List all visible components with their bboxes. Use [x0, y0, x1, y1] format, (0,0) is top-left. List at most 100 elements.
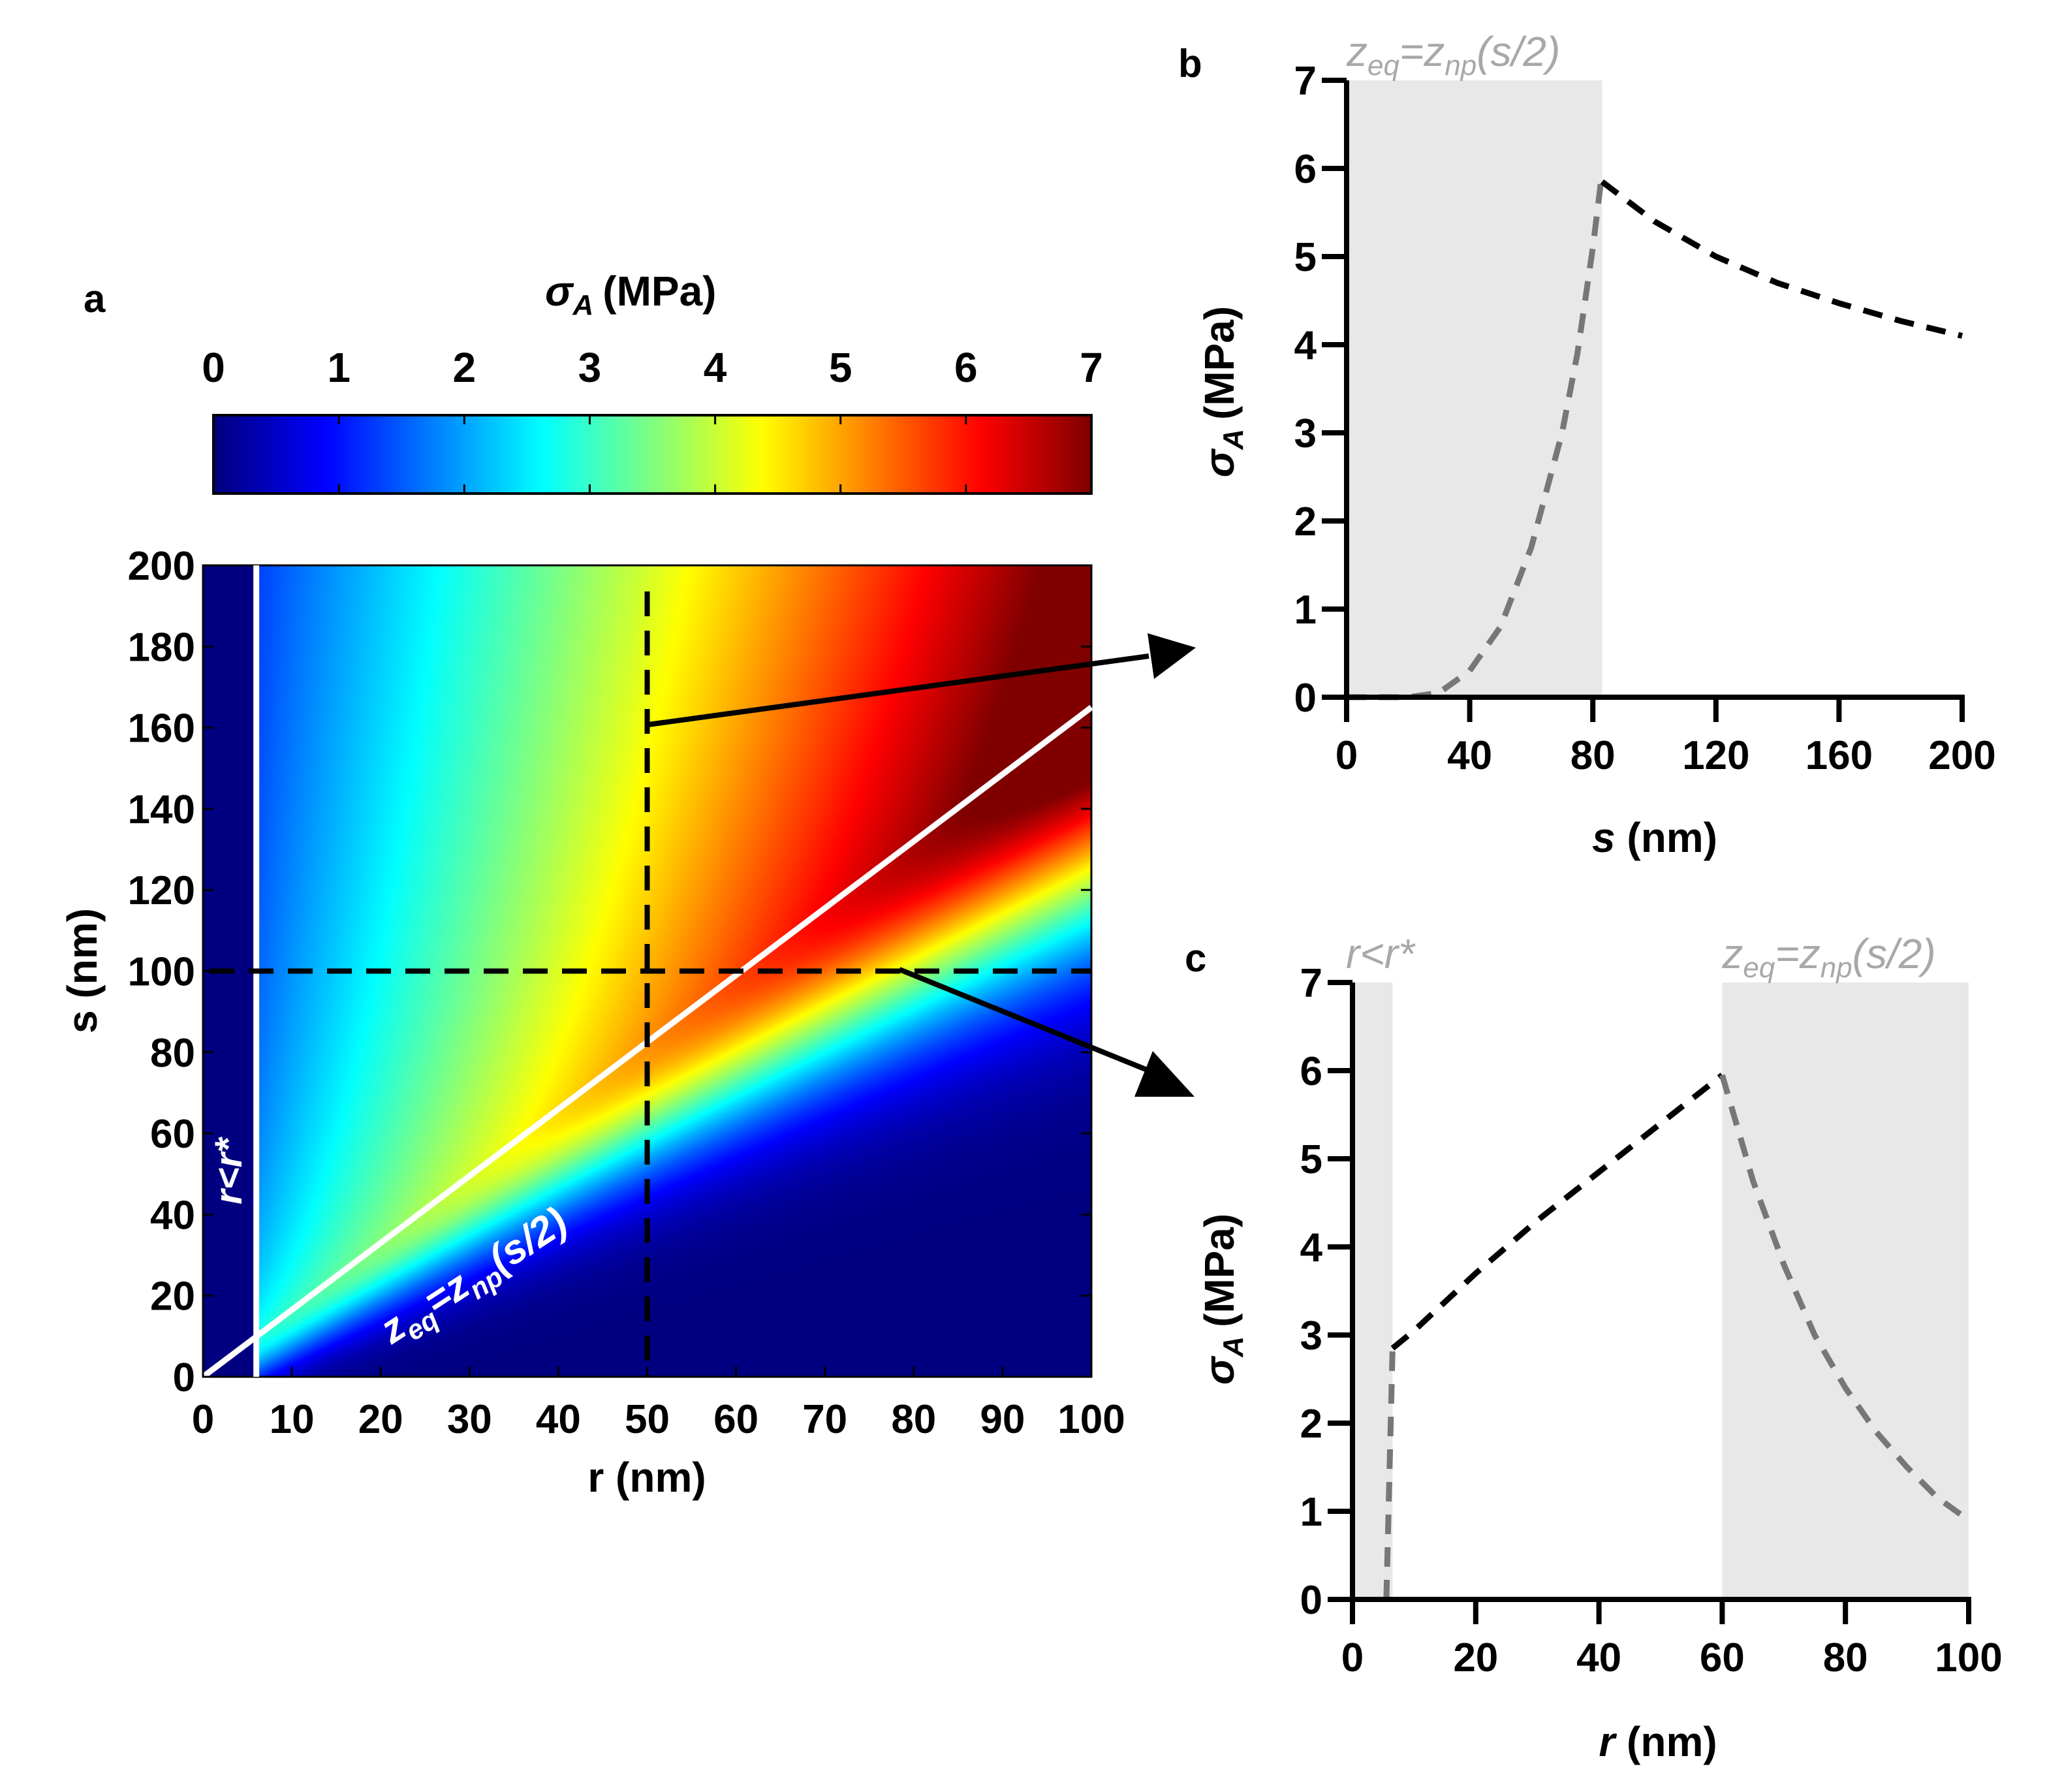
heatmap-plot: r<r* zeq=znp(s/2) 0 10 20 30 40 50 60 70 80 90 100… [59, 544, 1125, 1501]
panel-b-y-label-unit: (MPa) [1196, 306, 1243, 420]
panel-c-shaded-label-z: z [1721, 930, 1743, 977]
panel-b-shaded-label: zeq=znp(s/2) [1346, 28, 1560, 82]
panel-c-letter: c [1185, 936, 1206, 980]
heatmap-y-tick-label: 140 [128, 787, 195, 832]
panel-c-shaded-label-np: np [1820, 952, 1852, 984]
heatmap-x-label: r (nm) [587, 1454, 706, 1501]
panel-c-series-line [1719, 1074, 1971, 1523]
panel-c-x-tick-label: 100 [1935, 1635, 2002, 1680]
panel-b-shaded-label-z: z [1346, 28, 1367, 75]
panel-c-x-label-unit: (nm) [1615, 1718, 1717, 1765]
panel-b-y-tick-label: 3 [1294, 411, 1317, 456]
panel-c-y-label-sym: σ [1196, 1355, 1243, 1385]
panel-b-axes: 0 1 2 3 4 5 6 7 0 40 80 120 160 200 [1294, 59, 1996, 778]
panel-c-axes: 0 1 2 3 4 5 6 7 0 20 40 60 80 100 [1300, 961, 2003, 1680]
panel-a-letter: a [84, 277, 106, 321]
panel-c-x-tick-label: 0 [1341, 1635, 1364, 1680]
panel-c-y-label-sub: A [1217, 1336, 1249, 1358]
panel-c-x-tick-label: 40 [1576, 1635, 1621, 1680]
colorbar-title-sub: A [572, 289, 593, 321]
panel-b-shaded-label-eq: eq [1367, 50, 1399, 82]
panel-c-shaded-region-znp [1722, 982, 1969, 1599]
panel-c-series-line [1383, 1348, 1396, 1600]
panel-c: c r<r* zeq=znp(s/2) 0 1 2 3 4 5 6 7 0 20 40 60 80 100… [1185, 930, 2003, 1765]
panel-c-y-tick-label: 3 [1300, 1313, 1322, 1359]
heatmap-y-tick-label: 60 [150, 1112, 195, 1157]
panel-c-y-tick-label: 1 [1300, 1490, 1322, 1535]
heatmap-x-tick-label: 70 [802, 1397, 847, 1442]
panel-c-series-line [1390, 1073, 1725, 1351]
panel-b: b zeq=znp(s/2) 0 1 2 3 4 5 6 7 0 40 80 120 160 200 s … [1178, 28, 1996, 861]
heatmap-x-ticks: 0 10 20 30 40 50 60 70 80 90 100 [192, 1366, 1125, 1442]
panel-b-series-line [1600, 179, 1963, 339]
panel-b-y-tick-label: 5 [1294, 235, 1317, 280]
heatmap-x-tick-label: 30 [447, 1397, 492, 1442]
panel-c-y-tick-label: 5 [1300, 1137, 1322, 1182]
panel-b-x-tick-label: 120 [1682, 733, 1749, 778]
panel-b-x-tick-label: 40 [1447, 733, 1492, 778]
panel-c-y-label-unit: (MPa) [1196, 1214, 1243, 1327]
heatmap-y-tick-label: 100 [128, 950, 195, 995]
heatmap-x-tick-label: 20 [358, 1397, 403, 1442]
panel-b-y-label-sym: σ [1196, 448, 1243, 477]
panel-c-shaded-label-eq: eq [1743, 952, 1775, 984]
heatmap-y-tick-label: 120 [128, 868, 195, 913]
colorbar-title: σA (MPa) [545, 268, 716, 321]
heatmap-y-tick-label: 0 [173, 1355, 195, 1400]
heatmap-x-tick-label: 10 [270, 1397, 315, 1442]
heatmap-y-tick-label: 160 [128, 706, 195, 751]
colorbar-tick-label: 5 [829, 344, 852, 391]
heatmap-y-label: s (nm) [59, 908, 106, 1033]
r-star-region-label: r<r* [208, 1137, 250, 1204]
panel-b-x-label: s (nm) [1592, 814, 1717, 861]
panel-b-x-tick-label: 0 [1336, 733, 1358, 778]
colorbar-frame [212, 414, 1093, 495]
heatmap-y-tick-label: 80 [150, 1031, 195, 1076]
panel-b-y-tick-label: 0 [1294, 676, 1317, 721]
colorbar-tick-label: 7 [1080, 344, 1103, 391]
panel-b-y-tick-label: 2 [1294, 499, 1317, 544]
heatmap-x-tick-label: 40 [536, 1397, 581, 1442]
panel-c-x-tick-label: 20 [1453, 1635, 1498, 1680]
arrow-to-panel-c-head [1134, 1051, 1195, 1097]
panel-b-shaded-label-eqsign: =z [1399, 28, 1445, 75]
colorbar-tick-label: 3 [578, 344, 602, 391]
panel-c-x-tick-label: 80 [1823, 1635, 1868, 1680]
panel-b-x-tick-label: 80 [1570, 733, 1616, 778]
heatmap-x-tick-label: 90 [980, 1397, 1025, 1442]
colorbar-gradient [213, 415, 1091, 494]
panel-b-x-label-var: s [1592, 814, 1616, 861]
panel-b-shaded-label-np: np [1445, 50, 1477, 82]
heatmap-y-tick-label: 180 [128, 625, 195, 670]
panel-c-y-tick-label: 4 [1300, 1225, 1323, 1270]
panel-c-y-tick-label: 0 [1300, 1578, 1322, 1623]
arrow-to-panel-b [648, 633, 1196, 727]
panel-c-shaded-label-arg: (s/2) [1852, 930, 1936, 977]
panel-c-shaded-label-rstar: r<r* [1346, 930, 1416, 977]
panel-c-x-tick-label: 60 [1700, 1635, 1745, 1680]
arrow-to-panel-c-shaft [898, 967, 1150, 1073]
panel-b-y-tick-label: 4 [1294, 323, 1317, 368]
panel-b-x-label-unit: (nm) [1616, 814, 1717, 861]
heatmap-x-tick-label: 60 [713, 1397, 758, 1442]
panel-b-y-tick-label: 7 [1294, 59, 1317, 104]
panel-c-x-label-var: r [1599, 1718, 1617, 1765]
colorbar-ticks: 0 1 2 3 4 5 6 7 [202, 344, 1103, 494]
panel-c-x-label: r (nm) [1599, 1718, 1717, 1765]
panel-c-y-tick-label: 6 [1300, 1049, 1322, 1094]
panel-b-y-label: σA (MPa) [1196, 306, 1249, 477]
colorbar-tick-label: 1 [327, 344, 351, 391]
panel-b-x-tick-label: 160 [1805, 733, 1873, 778]
panel-c-shaded-region-rstar [1352, 982, 1393, 1599]
heatmap-y-tick-label: 40 [150, 1193, 195, 1238]
colorbar-title-symbol: σ [545, 268, 574, 315]
heatmap-y-tick-label: 200 [128, 544, 195, 589]
panel-b-shaded-label-arg: (s/2) [1477, 28, 1560, 75]
panel-b-y-label-sub: A [1217, 429, 1249, 450]
panel-b-y-tick-label: 6 [1294, 147, 1317, 192]
panel-b-y-tick-label: 1 [1294, 588, 1317, 633]
panel-b-letter: b [1178, 42, 1202, 86]
panel-c-y-tick-label: 2 [1300, 1402, 1322, 1447]
